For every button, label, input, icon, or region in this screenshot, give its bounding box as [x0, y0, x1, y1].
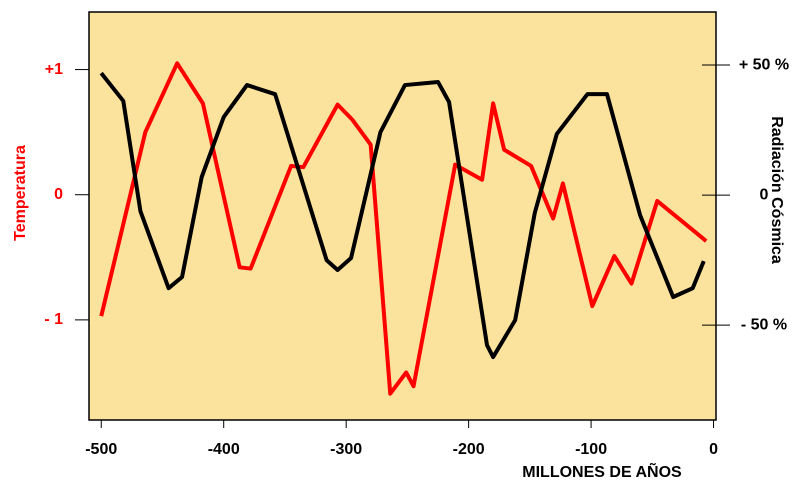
x-tick-label: -500 — [85, 441, 117, 458]
y2-tick-label: + 50 % — [739, 56, 789, 73]
series-line — [99, 61, 708, 396]
y2-axis-title: Radiación Cósmica — [768, 116, 785, 264]
x-tick-label: -300 — [330, 441, 362, 458]
x-tick-label: -100 — [575, 441, 607, 458]
x-axis-title: MILLONES DE AÑOS — [522, 461, 682, 481]
series-line — [99, 71, 706, 360]
y-tick-label: +1 — [45, 61, 63, 78]
y-tick-label: - 1 — [44, 311, 63, 328]
y-tick-label: 0 — [54, 186, 63, 203]
x-tick-label: -400 — [208, 441, 240, 458]
x-tick-label: 0 — [709, 441, 718, 458]
y-axis-title: Temperatura — [12, 145, 29, 241]
x-tick-label: -200 — [453, 441, 485, 458]
y2-tick-label: - 50 % — [741, 316, 787, 333]
y2-tick-label: 0 — [760, 186, 769, 203]
